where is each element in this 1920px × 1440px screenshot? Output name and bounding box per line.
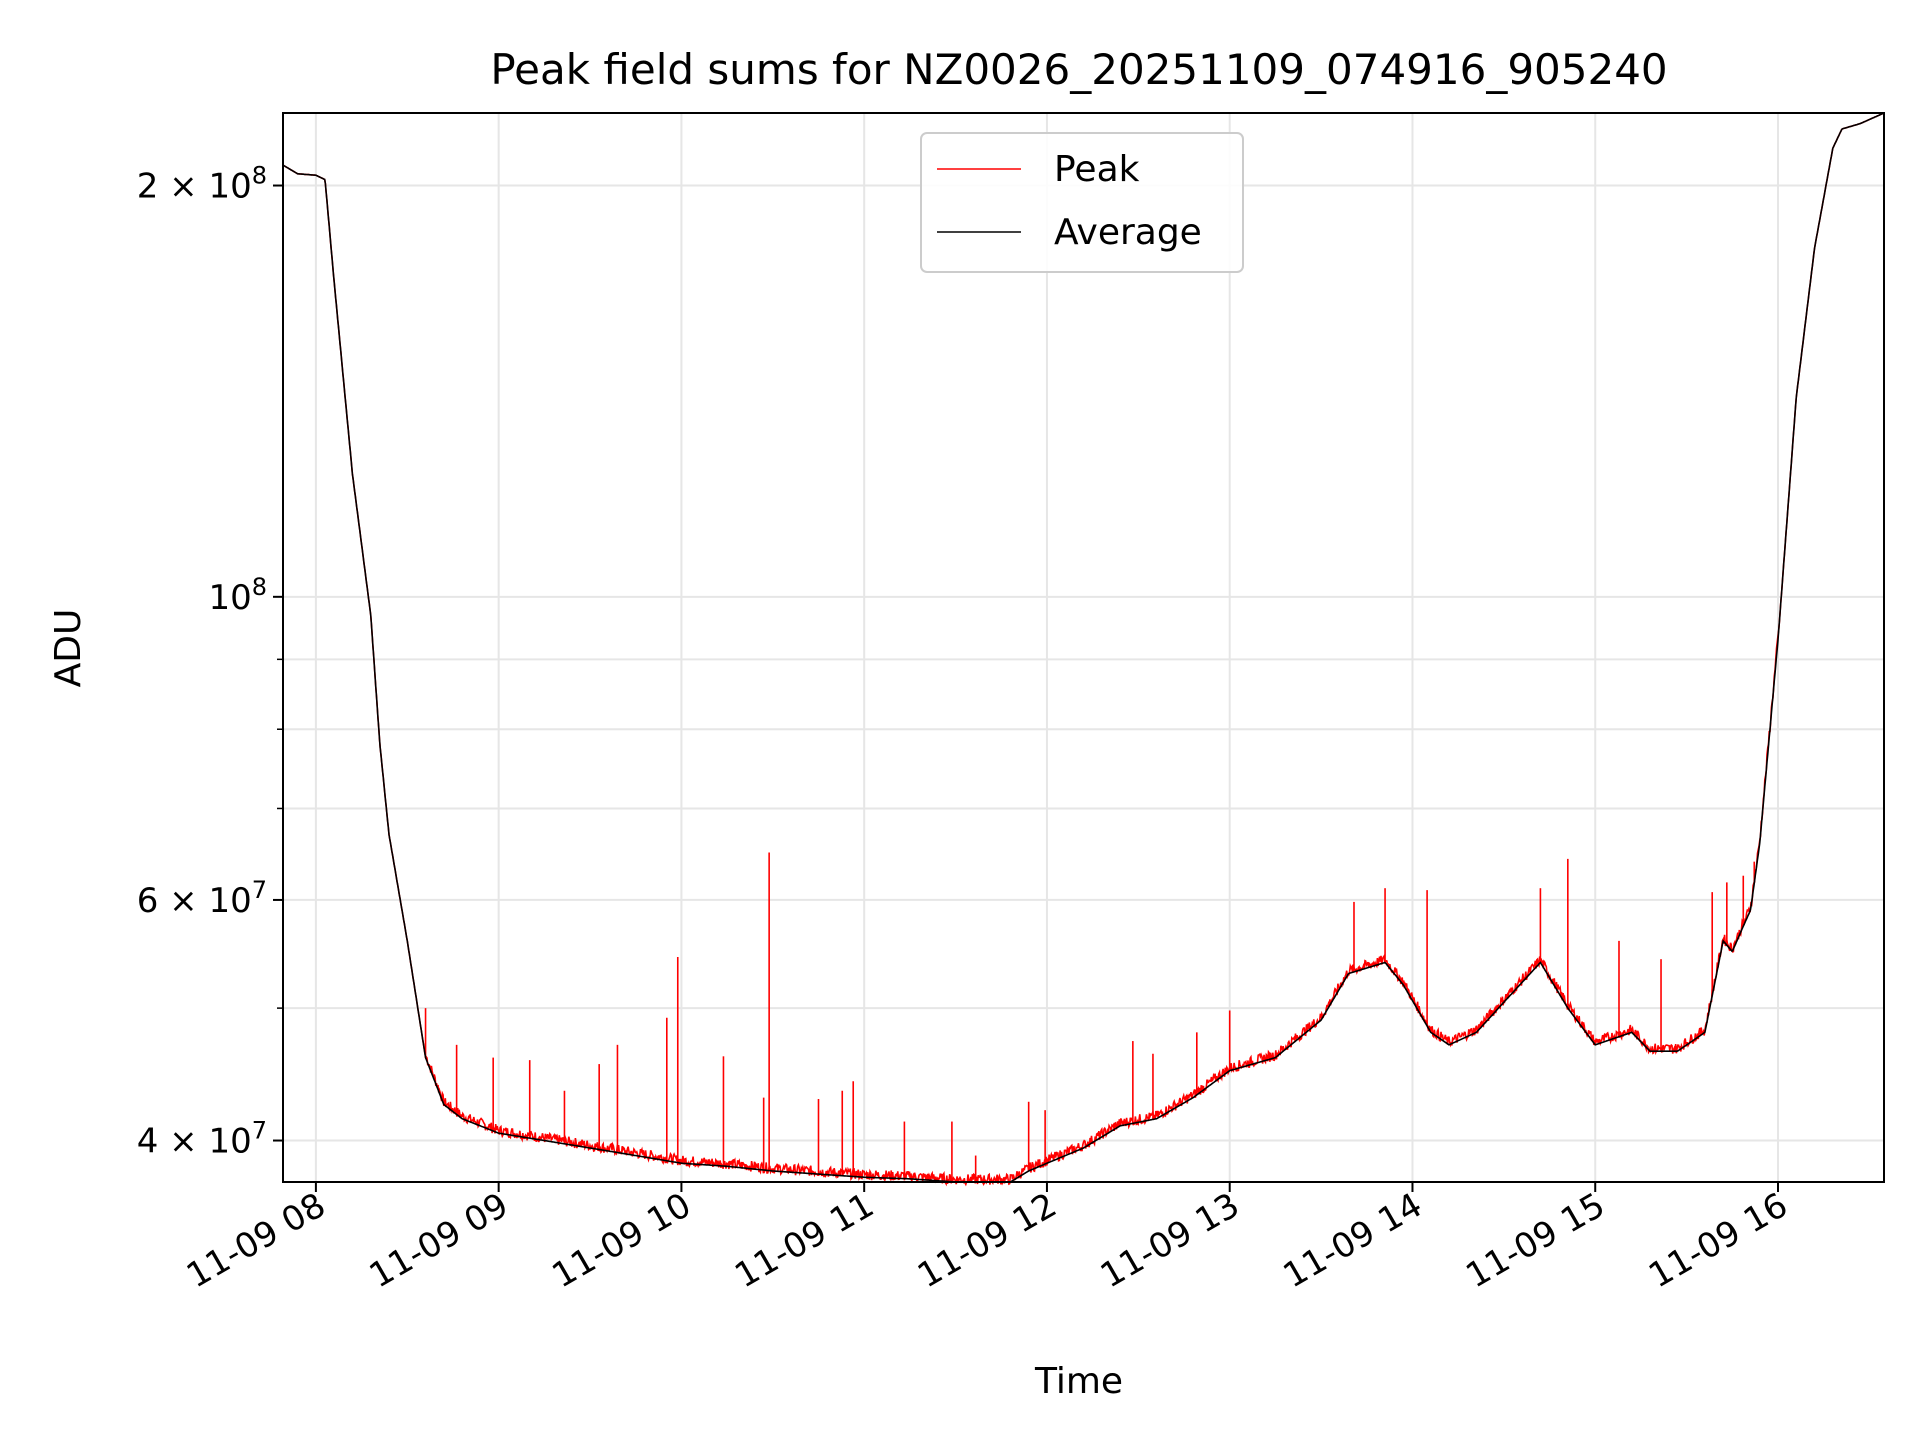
x-axis-label: Time (1034, 1361, 1123, 1402)
average-line (282, 112, 1885, 1183)
series-group (282, 112, 1885, 1187)
legend: Peak Average (920, 132, 1244, 273)
plot-frame (282, 112, 1885, 1183)
y-tick-label: 2 × 108 (137, 162, 267, 207)
legend-average-label: Average (1054, 212, 1202, 253)
peak-line (282, 112, 1885, 1187)
legend-peak-label: Peak (1054, 149, 1140, 190)
y-axis-label: ADU (48, 609, 89, 688)
chart-title: Peak field sums for NZ0026_20251109_0749… (490, 45, 1667, 94)
y-tick-label: 4 × 107 (137, 1117, 267, 1162)
y-tick-label: 6 × 107 (137, 876, 267, 921)
legend-box (920, 132, 1244, 273)
